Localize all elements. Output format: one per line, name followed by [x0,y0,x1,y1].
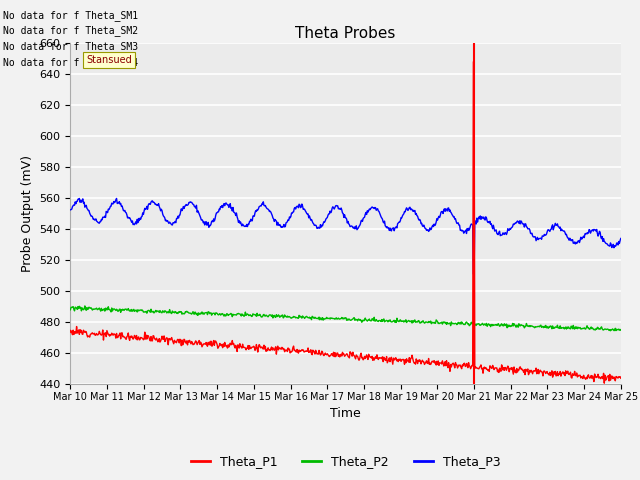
Text: No data for f Theta_SM4: No data for f Theta_SM4 [3,57,138,68]
Title: Theta Probes: Theta Probes [296,25,396,41]
Text: Stansued: Stansued [86,55,132,65]
Text: No data for f Theta_SM2: No data for f Theta_SM2 [3,25,138,36]
Text: No data for f Theta_SM1: No data for f Theta_SM1 [3,10,138,21]
Y-axis label: Probe Output (mV): Probe Output (mV) [21,155,34,272]
Text: No data for f Theta_SM3: No data for f Theta_SM3 [3,41,138,52]
Legend: Theta_P1, Theta_P2, Theta_P3: Theta_P1, Theta_P2, Theta_P3 [186,450,505,473]
X-axis label: Time: Time [330,407,361,420]
